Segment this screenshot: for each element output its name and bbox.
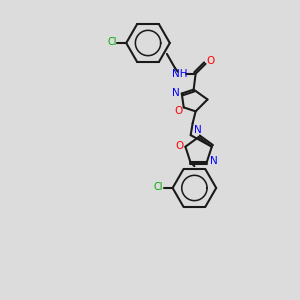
Text: N: N bbox=[194, 125, 202, 135]
Text: O: O bbox=[175, 141, 184, 151]
Text: O: O bbox=[206, 56, 214, 66]
Text: NH: NH bbox=[172, 69, 188, 79]
Text: N: N bbox=[172, 88, 180, 98]
Text: N: N bbox=[210, 156, 218, 166]
Text: Cl: Cl bbox=[108, 37, 117, 47]
Text: O: O bbox=[175, 106, 183, 116]
Text: Cl: Cl bbox=[154, 182, 164, 192]
